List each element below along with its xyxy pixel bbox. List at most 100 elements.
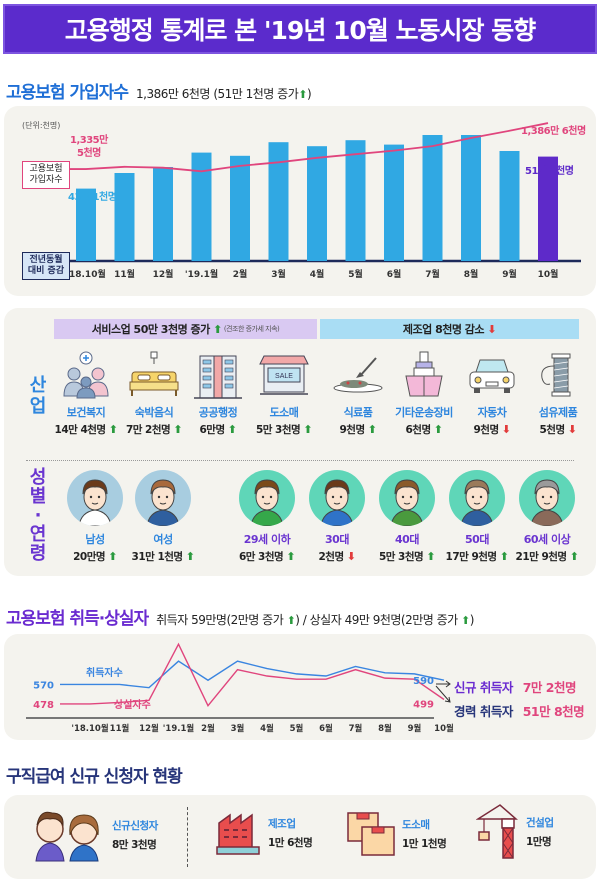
breakdown-panel: 서비스업 50만 3천명 증가 ⬆ (견조한 증가세 지속) 제조업 8천명 감소… <box>4 308 596 576</box>
industry-name: 섬유제품 <box>538 406 578 419</box>
lost-line <box>60 642 445 707</box>
bar <box>191 152 212 261</box>
gender-age-label: 성 별 · 연 령 <box>29 467 47 564</box>
insured-chart: '18.10월 11월 12월 '19.1월 2월 3월 4월 5월 6월 7월 8월 9월 10월 <box>64 122 581 280</box>
arrow-up-icon: ⬆ <box>286 550 296 563</box>
series-label-acquired: 취득자수 <box>86 666 123 679</box>
industry-name: 식료품 <box>343 406 373 419</box>
end-value-label: 499 <box>413 700 434 711</box>
industry-item: 섬유제품 5천명 ⬇ <box>522 350 594 437</box>
industry-item: 공공행정 6만명 ⬆ <box>182 350 254 437</box>
separator <box>187 807 188 867</box>
arrow-up-icon: ⬆ <box>108 550 117 563</box>
total-line <box>68 122 549 173</box>
benefits-header: 구직급여 신규 신청자 현황 <box>6 762 183 787</box>
page-title: 고용행정 통계로 본 '19년 10월 노동시장 동향 <box>64 16 536 45</box>
bar <box>345 140 366 261</box>
x-tick-label: 4월 <box>260 723 274 734</box>
x-tick-label: 11월 <box>114 268 135 280</box>
thread-spool-icon <box>530 350 586 400</box>
industry-name: 공공행정 <box>198 406 238 419</box>
demographic-name: 30대 <box>325 533 349 546</box>
demographic-name: 60세 이상 <box>523 533 571 546</box>
end-value-label: 590 <box>413 676 434 687</box>
flows-chart: '18.10월 11월 12월 '19.1월 2월 3월 4월 5월 6월 7월 8월 9월 10월 57… <box>26 642 454 734</box>
unit-label: (단위:천명) <box>22 121 61 130</box>
divider <box>26 460 574 461</box>
industry-item: 식료품 9천명 ⬆ <box>322 350 394 437</box>
demographic-name: 50대 <box>465 533 489 546</box>
flows-header: 고용보험 취득·상실자 취득자 59만명(2만명 증가 ⬆) / 상실자 49만… <box>6 604 474 629</box>
arrow-up-icon: ⬆ <box>303 423 313 436</box>
demographic-item: 60세 이상 21만 9천명 ⬆ <box>510 470 584 564</box>
young-man-avatar-icon <box>239 470 295 526</box>
demographic-value: 21만 9천명 ⬆ <box>515 550 579 563</box>
industry-name: 기타운송장비 <box>395 406 453 419</box>
arrow-down-right-icon <box>435 685 451 703</box>
arrow-up-icon: ⬆ <box>433 423 443 436</box>
industry-item: SALE 도소매 5만 3천명 ⬆ <box>248 350 320 437</box>
woman-30s-avatar-icon <box>309 470 365 526</box>
last-change-label: 51만 1천명 <box>525 166 574 177</box>
demographic-name: 29세 이하 <box>243 533 291 546</box>
x-tick-label: 8월 <box>378 723 392 734</box>
industry-value: 14만 4천명 ⬆ <box>54 423 118 436</box>
manufacturing-band: 제조업 8천명 감소 ⬇ <box>320 319 579 339</box>
change-series-label: 전년동월 대비 증감 <box>22 252 70 280</box>
x-tick-label: 6월 <box>319 723 333 734</box>
demographic-item: 여성 31만 1천명 ⬆ <box>126 470 200 564</box>
arrow-up-icon: ⬆ <box>367 423 377 436</box>
industry-name: 숙박음식 <box>134 406 174 419</box>
demographic-name: 40대 <box>395 533 419 546</box>
new-hires-legend: 신규 취득자 7만 2천명 <box>454 680 576 695</box>
arrow-up-icon: ⬆ <box>298 88 307 101</box>
building-icon <box>190 350 246 400</box>
ship-icon <box>396 350 452 400</box>
arrow-up-icon: ⬆ <box>173 423 183 436</box>
svg-text:SALE: SALE <box>275 373 293 380</box>
bar <box>422 135 443 261</box>
x-tick-label: 2월 <box>233 268 248 280</box>
bar <box>307 146 327 261</box>
x-tick-label: 12월 <box>139 723 159 734</box>
industry-item: 숙박음식 7만 2천명 ⬆ <box>118 350 190 437</box>
arrow-up-icon: ⬆ <box>499 550 509 563</box>
demographic-value: 17만 9천명 ⬆ <box>445 550 509 563</box>
industry-value: 5만 3천명 ⬆ <box>255 423 313 436</box>
industry-name: 자동차 <box>477 406 507 419</box>
arrow-up-icon: ⬆ <box>426 550 436 563</box>
x-tick-label: '18.10월 <box>71 723 108 734</box>
x-tick-label: 8월 <box>464 268 479 280</box>
arrow-down-icon: ⬇ <box>501 423 511 436</box>
x-tick-label: '19.1월 <box>185 268 218 280</box>
industry-item: 자동차 9천명 ⬇ <box>456 350 528 437</box>
arrow-right-icon <box>436 680 451 688</box>
arrow-up-icon: ⬆ <box>286 614 296 627</box>
demographic-item: 50대 17만 9천명 ⬆ <box>440 470 514 564</box>
x-tick-label: 3월 <box>271 268 286 280</box>
demographic-item: 남성 20만명 ⬆ <box>58 470 132 564</box>
bar <box>268 142 289 261</box>
demographic-item: 30대 2천명 ⬇ <box>300 470 374 564</box>
bed-icon <box>126 350 182 400</box>
demographic-name: 여성 <box>153 533 173 546</box>
x-tick-label: 5월 <box>348 268 363 280</box>
benefit-item-applicants: 신규신청자 8만 3천명 <box>32 807 158 863</box>
car-icon <box>464 350 520 400</box>
woman-50s-avatar-icon <box>449 470 505 526</box>
demographic-item: 29세 이하 6만 3천명 ⬆ <box>230 470 304 564</box>
x-tick-label: '18.10월 <box>66 268 106 280</box>
x-tick-label: '19.1월 <box>163 723 195 734</box>
bar <box>153 167 173 261</box>
demographic-value: 31만 1천명 ⬆ <box>131 550 195 563</box>
arrow-up-icon: ⬆ <box>108 423 118 436</box>
boxes-icon <box>347 812 395 856</box>
arrow-up-icon: ⬆ <box>227 423 237 436</box>
arrow-down-icon: ⬇ <box>346 550 356 563</box>
industry-value: 6천명 ⬆ <box>405 423 443 436</box>
bar <box>538 156 558 261</box>
family-care-icon <box>58 350 114 400</box>
benefit-item-construction: 건설업 1만명 <box>476 803 554 861</box>
x-tick-label: 5월 <box>290 723 304 734</box>
industry-value: 6만명 ⬆ <box>199 423 237 436</box>
